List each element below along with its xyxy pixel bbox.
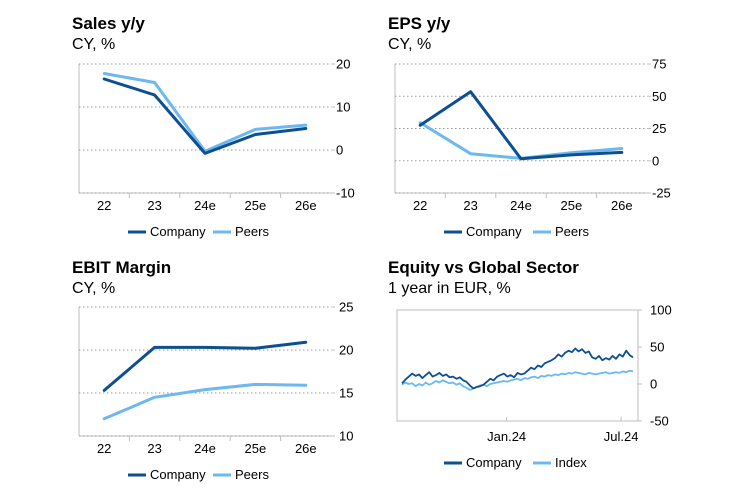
- y-tick-label: 0: [652, 153, 659, 168]
- x-tick-label: 23: [147, 441, 161, 456]
- x-tick-label: Jan.24: [487, 429, 526, 444]
- y-tick-label: 50: [650, 340, 664, 355]
- legend-label-index: Index: [555, 455, 587, 470]
- chart-2: -25 0 25 50 75 22 23 24e 25e 26e Company Peers: [394, 57, 671, 239]
- y-tick-label: 0: [336, 143, 343, 158]
- panel-subtitle: 1 year in EUR, %: [388, 280, 511, 297]
- x-tick-label: 25e: [561, 198, 583, 213]
- panel-title: Equity vs Global Sector: [388, 258, 579, 277]
- series-line-peers: [102, 72, 308, 153]
- y-tick-label: 10: [336, 100, 350, 115]
- legend-label-peers: Peers: [235, 224, 269, 239]
- x-tick-label: 22: [97, 441, 111, 456]
- x-tick-label: 24e: [194, 441, 216, 456]
- x-tick-label: 23: [463, 198, 477, 213]
- y-tick-label: 10: [339, 429, 353, 444]
- x-tick-label: 26e: [295, 441, 317, 456]
- series-line-company: [418, 90, 624, 161]
- equity-vs-sector-panel: Equity vs Global Sector 1 year in EUR, %: [388, 258, 688, 498]
- panel-title: EBIT Margin: [72, 258, 172, 277]
- x-tick-label: 25e: [245, 198, 267, 213]
- x-tick-label: 22: [97, 198, 111, 213]
- sales-yoy-panel: Sales y/y CY, %: [72, 14, 372, 254]
- y-tick-label: 25: [652, 121, 666, 136]
- x-tick-label: 26e: [611, 198, 633, 213]
- chart-1: -10 0 10 20 22 23 24e 25e 26e Company Peers: [78, 57, 355, 239]
- y-tick-label: 50: [652, 89, 666, 104]
- series-line-company: [102, 77, 308, 155]
- legend-label-peers: Peers: [235, 467, 269, 482]
- panel-subtitle: CY, %: [388, 36, 432, 53]
- legend-label-company: Company: [150, 467, 206, 482]
- panel-subtitle: CY, %: [72, 36, 116, 53]
- chart-3: 10 15 20 25 22 23 24e 25e 26e Company Peers: [78, 300, 353, 482]
- legend-label-company: Company: [466, 455, 522, 470]
- series-line-peers: [102, 382, 308, 421]
- eps-yoy-panel: EPS y/y CY, %: [388, 14, 688, 254]
- y-tick-label: -50: [650, 414, 669, 429]
- x-tick-label: 23: [147, 198, 161, 213]
- legend-label-company: Company: [150, 224, 206, 239]
- series-line-index: [401, 369, 634, 391]
- y-tick-label: -25: [652, 186, 671, 201]
- x-tick-label: Jul.24: [604, 429, 639, 444]
- y-tick-label: 20: [339, 343, 353, 358]
- panel-subtitle: CY, %: [72, 280, 116, 297]
- x-tick-label: 26e: [295, 198, 317, 213]
- y-tick-label: 0: [650, 377, 657, 392]
- panel-title: EPS y/y: [388, 14, 451, 33]
- series-line-company: [401, 347, 634, 390]
- plot-frame: [396, 309, 639, 422]
- y-tick-label: 100: [650, 303, 672, 318]
- y-tick-label: 15: [339, 386, 353, 401]
- x-tick-label: 24e: [510, 198, 532, 213]
- legend-label-peers: Peers: [555, 224, 589, 239]
- chart-4: -50 0 50 100 Jan.24 Jul.24 Company Index: [396, 303, 672, 470]
- x-tick-label: 22: [413, 198, 427, 213]
- y-tick-label: 75: [652, 57, 666, 72]
- series-line-company: [102, 340, 308, 392]
- legend-label-company: Company: [466, 224, 522, 239]
- y-tick-label: -10: [336, 186, 355, 201]
- x-tick-label: 24e: [194, 198, 216, 213]
- ebit-margin-panel: EBIT Margin CY, %: [72, 258, 372, 498]
- y-tick-label: 20: [336, 57, 350, 72]
- y-tick-label: 25: [339, 300, 353, 315]
- panel-title: Sales y/y: [72, 14, 145, 33]
- x-tick-label: 25e: [245, 441, 267, 456]
